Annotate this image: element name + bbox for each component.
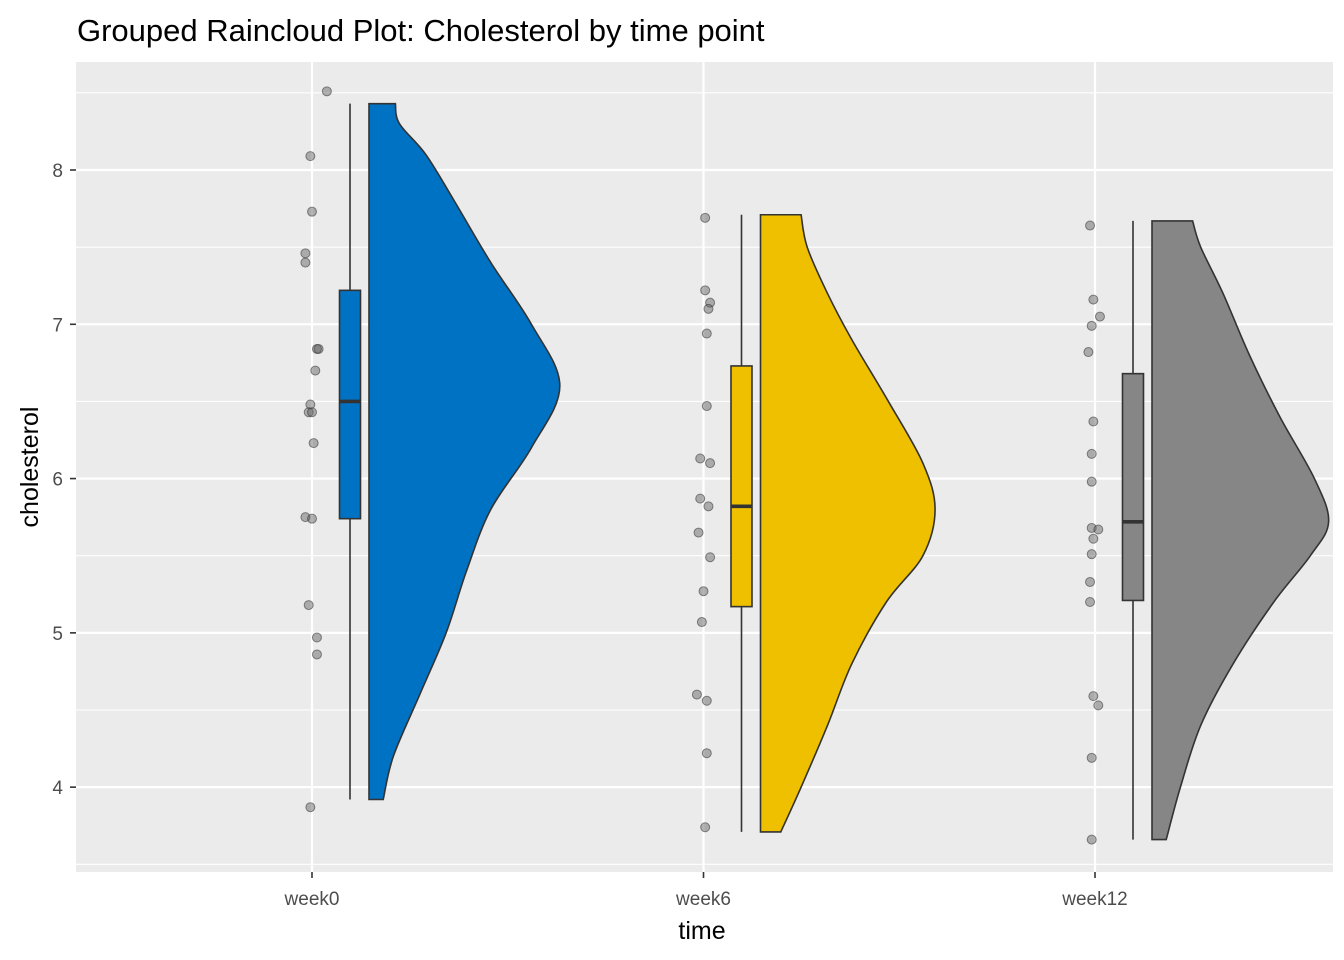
y-tick-label: 5: [52, 624, 63, 645]
data-point: [705, 552, 716, 563]
data-point: [308, 438, 319, 449]
data-point: [1085, 220, 1096, 231]
data-point: [700, 822, 711, 833]
y-tick-label: 4: [52, 778, 63, 799]
group-week12: [1083, 220, 1330, 845]
data-point: [310, 365, 321, 376]
data-point: [311, 632, 322, 643]
y-tick-label: 8: [52, 161, 63, 182]
raincloud-groups: [300, 86, 1330, 845]
data-point: [307, 206, 317, 217]
data-point: [1088, 294, 1099, 305]
y-tick-label: 7: [52, 315, 63, 336]
box: [338, 289, 362, 520]
data-point: [701, 328, 712, 339]
box: [1121, 372, 1145, 602]
data-point: [693, 527, 704, 538]
data-point: [701, 748, 712, 759]
data-point: [307, 513, 317, 524]
x-tick-label: week6: [675, 889, 731, 910]
data-point: [311, 649, 322, 660]
data-point: [1088, 691, 1099, 702]
data-point: [1086, 834, 1097, 845]
data-point: [1086, 448, 1097, 459]
x-tick-label: week12: [1061, 889, 1128, 910]
data-point: [703, 303, 714, 314]
data-point: [696, 617, 707, 628]
data-point: [1086, 320, 1097, 331]
data-point: [705, 458, 716, 469]
grid-lines: [76, 62, 1333, 872]
data-point: [1093, 524, 1104, 535]
data-point: [703, 501, 714, 512]
axes: 4 5 6 7 8 week0 week6 week12: [52, 161, 1127, 910]
data-point: [303, 407, 314, 418]
data-point: [300, 248, 311, 259]
y-axis-title: cholesterol: [16, 407, 44, 528]
data-point: [305, 151, 316, 162]
data-point: [300, 257, 311, 268]
data-point: [701, 401, 712, 412]
half-violin: [368, 102, 561, 801]
data-point: [1086, 476, 1097, 487]
data-point: [1086, 549, 1097, 560]
data-point: [303, 600, 314, 611]
data-point: [1093, 700, 1104, 711]
half-violin: [759, 213, 936, 833]
data-point: [1083, 347, 1094, 358]
data-point: [698, 586, 709, 597]
x-axis-title: time: [678, 917, 725, 945]
data-point: [321, 86, 332, 97]
data-point: [700, 212, 711, 223]
chart-title: Grouped Raincloud Plot: Cholesterol by t…: [77, 13, 765, 48]
data-point: [307, 407, 317, 418]
data-point: [313, 343, 324, 354]
box: [730, 365, 753, 608]
data-point: [705, 297, 716, 308]
data-point: [1085, 576, 1096, 587]
data-point: [695, 453, 706, 464]
half-violin: [1151, 220, 1330, 841]
data-point: [1094, 311, 1105, 322]
data-point: [305, 802, 316, 813]
data-point: [1086, 752, 1097, 763]
group-week6: [691, 212, 936, 833]
data-point: [1088, 533, 1099, 544]
data-point: [700, 285, 711, 296]
data-point: [1085, 597, 1096, 607]
data-point: [691, 689, 702, 700]
data-point: [305, 399, 316, 410]
x-tick-label: week0: [284, 889, 340, 910]
data-point: [1088, 416, 1099, 427]
group-week0: [300, 86, 561, 813]
data-point: [695, 493, 706, 504]
y-tick-label: 6: [52, 470, 63, 491]
data-point: [701, 695, 712, 706]
